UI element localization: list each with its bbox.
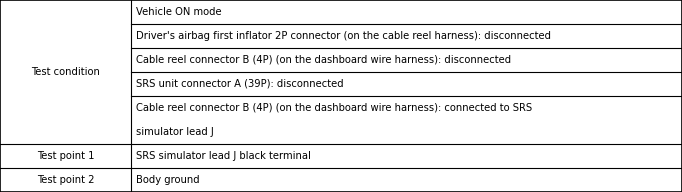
Text: Test point 2: Test point 2 xyxy=(37,175,94,185)
Text: Cable reel connector B (4P) (on the dashboard wire harness): connected to SRS: Cable reel connector B (4P) (on the dash… xyxy=(136,103,532,113)
Text: SRS unit connector A (39P): disconnected: SRS unit connector A (39P): disconnected xyxy=(136,79,343,89)
Text: Body ground: Body ground xyxy=(136,175,199,185)
Text: Driver's airbag first inflator 2P connector (on the cable reel harness): disconn: Driver's airbag first inflator 2P connec… xyxy=(136,31,551,41)
Text: Test point 1: Test point 1 xyxy=(37,151,94,161)
Text: Cable reel connector B (4P) (on the dashboard wire harness): disconnected: Cable reel connector B (4P) (on the dash… xyxy=(136,55,511,65)
Text: Vehicle ON mode: Vehicle ON mode xyxy=(136,7,222,17)
Text: simulator lead J: simulator lead J xyxy=(136,127,213,137)
Text: Test condition: Test condition xyxy=(31,67,100,77)
Text: SRS simulator lead J black terminal: SRS simulator lead J black terminal xyxy=(136,151,310,161)
